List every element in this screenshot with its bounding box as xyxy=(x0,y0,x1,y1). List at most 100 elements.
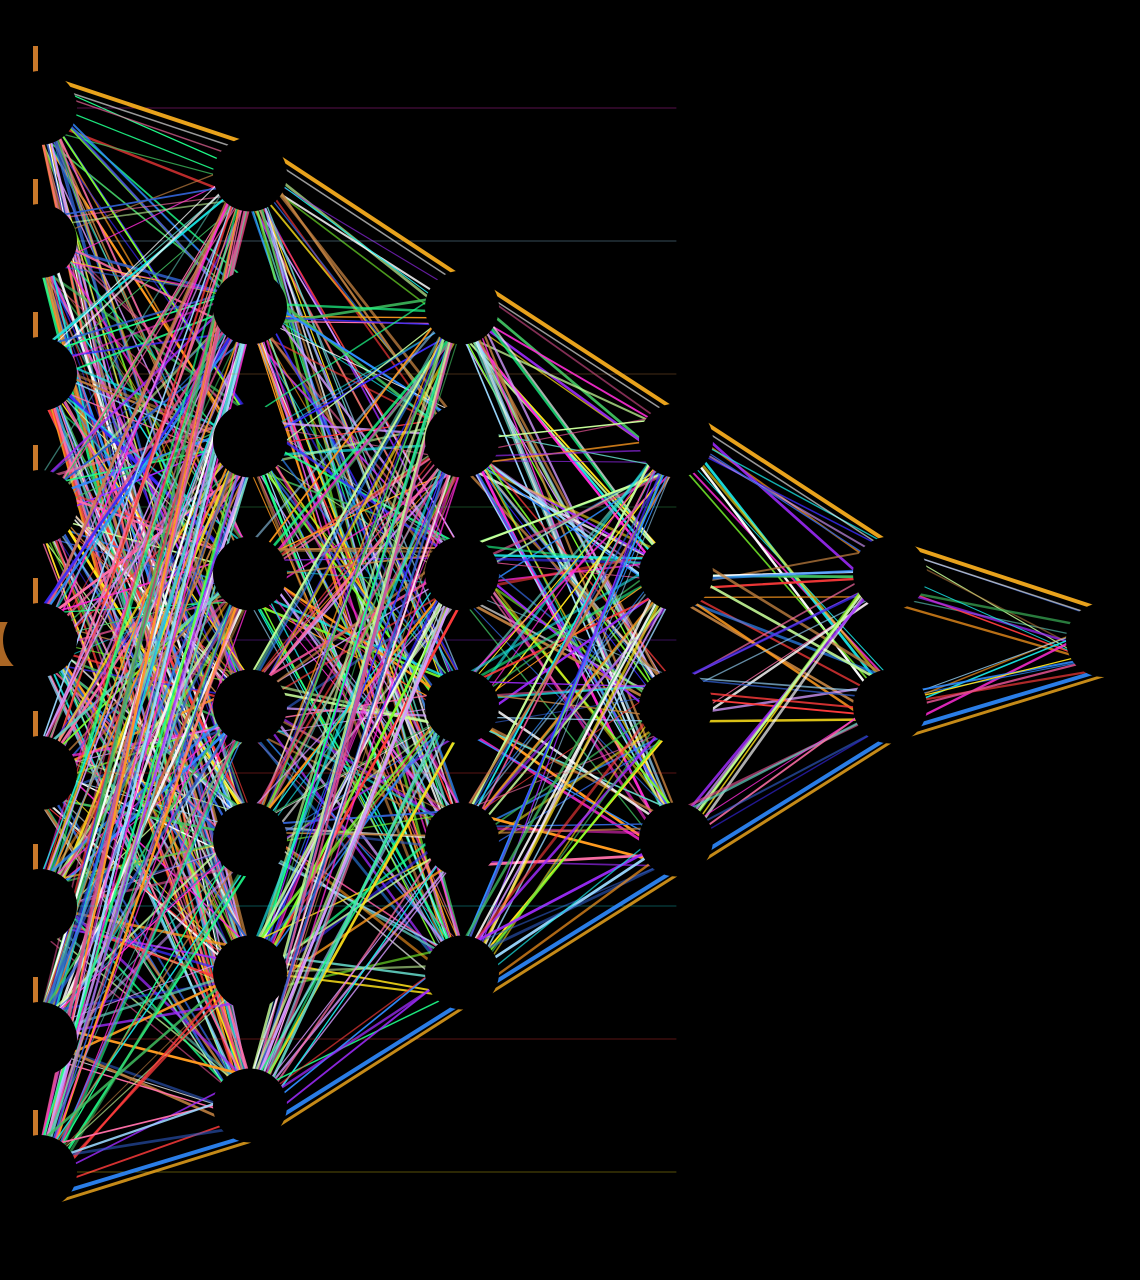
connection-edge xyxy=(460,718,678,987)
connection-edge xyxy=(460,594,678,836)
accent-edge-bottom xyxy=(684,734,892,866)
connection-edge xyxy=(461,425,677,850)
accent-edges xyxy=(48,76,1105,1206)
connection-edge xyxy=(38,697,252,1023)
connection-edge xyxy=(39,279,251,751)
connection-edge xyxy=(888,601,1105,666)
connection-edge xyxy=(38,429,252,1192)
connection-edge xyxy=(460,835,678,950)
connections xyxy=(38,77,1105,1204)
connection-edge xyxy=(674,722,892,838)
accent-edge-top xyxy=(685,417,891,553)
connection-edge xyxy=(39,702,251,1154)
connection-edge xyxy=(38,922,252,966)
connection-edge xyxy=(38,955,252,1199)
connection-edge xyxy=(461,413,677,999)
neuron-layer-0-node-0 xyxy=(3,71,77,145)
connection-edge xyxy=(461,550,677,822)
neuron-layer-1-node-4 xyxy=(213,669,287,744)
connection-edge xyxy=(888,587,1105,631)
neuron-layer-0-node-1 xyxy=(3,204,77,278)
input-bar xyxy=(33,844,38,870)
connection-edge xyxy=(38,176,252,353)
connection-edge xyxy=(675,453,891,684)
neuron-layer-1-node-0 xyxy=(213,137,287,212)
neuron-layer-0-node-8 xyxy=(3,1135,77,1209)
connection-edge xyxy=(249,287,463,863)
connection-edge xyxy=(248,322,464,576)
connection-edge xyxy=(39,748,251,817)
neuron-layer-2-node-3 xyxy=(425,669,499,744)
connection-edge xyxy=(249,550,463,1110)
connection-edge xyxy=(674,705,892,818)
connection-edge xyxy=(249,315,463,450)
connection-edge xyxy=(39,841,251,1170)
connection-edge xyxy=(39,923,251,1095)
connection-edge xyxy=(460,545,678,821)
neuron-layer-2-node-5 xyxy=(425,935,499,1010)
neuron-layer-0-node-4 xyxy=(3,603,77,677)
connection-edge xyxy=(461,466,677,685)
connection-edge xyxy=(248,563,464,710)
neuron-layer-0-node-6 xyxy=(3,869,77,943)
connection-edge xyxy=(888,655,1105,697)
neuron-layer-0-node-7 xyxy=(3,1002,77,1076)
connection-edge xyxy=(675,675,891,694)
connection-edge xyxy=(249,989,463,1094)
connection-edge xyxy=(248,577,464,995)
connection-edge xyxy=(460,597,678,716)
connection-edge xyxy=(675,440,891,552)
input-bar xyxy=(33,578,38,604)
connection-edge xyxy=(461,307,677,435)
connection-edge xyxy=(461,860,677,868)
connection-edge xyxy=(249,297,463,987)
connection-edge xyxy=(39,304,251,894)
accent-edge-top xyxy=(258,142,464,280)
input-bar xyxy=(33,711,38,737)
connection-edge xyxy=(38,854,252,1204)
connection-edge xyxy=(675,588,891,696)
neuron-layer-3-node-0 xyxy=(639,403,713,478)
connection-edge xyxy=(460,857,678,962)
connection-edge xyxy=(38,146,252,630)
connection-edge xyxy=(674,586,892,703)
connection-edge xyxy=(248,304,464,678)
connection-edge xyxy=(39,151,251,360)
connection-edge xyxy=(248,435,464,577)
connection-edge xyxy=(889,650,1104,705)
connection-edge xyxy=(38,312,252,621)
connection-edge xyxy=(38,1124,252,1161)
connection-edge xyxy=(39,133,251,306)
connection-edge xyxy=(39,100,251,423)
connection-edge xyxy=(39,90,251,303)
accent-edge-bottom xyxy=(898,674,1105,740)
connection-edge xyxy=(460,809,678,868)
connection-edge xyxy=(249,422,463,687)
neuron-layer-4-node-0 xyxy=(853,536,927,611)
neuron-layer-1-node-3 xyxy=(213,536,287,611)
neuron-layer-5-node-0 xyxy=(1066,603,1140,677)
connection-edge xyxy=(249,696,463,952)
input-bar xyxy=(33,977,38,1003)
neuron-layer-1-node-6 xyxy=(213,935,287,1010)
neuron-layer-1-node-1 xyxy=(213,270,287,345)
accent-edge-top xyxy=(470,275,678,413)
connection-edge xyxy=(249,286,463,569)
connection-edge xyxy=(460,681,678,960)
connection-edge xyxy=(460,564,678,966)
neurons xyxy=(3,71,1140,1209)
input-bar xyxy=(33,312,38,338)
connection-edge xyxy=(248,848,464,1111)
neuron-layer-3-node-3 xyxy=(639,802,713,877)
connection-edge xyxy=(248,549,464,553)
neuron-layer-2-node-0 xyxy=(425,270,499,345)
connection-edge xyxy=(460,433,678,959)
connection-edge xyxy=(249,149,463,956)
connection-edge xyxy=(249,161,463,319)
accent-edge-bottom xyxy=(470,874,678,1006)
connection-edge xyxy=(38,709,252,1202)
accent-edge-bottom xyxy=(48,1133,252,1198)
input-bar xyxy=(33,46,38,72)
connection-edge xyxy=(674,554,892,842)
